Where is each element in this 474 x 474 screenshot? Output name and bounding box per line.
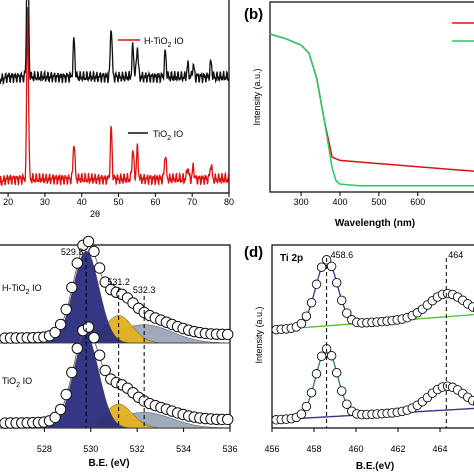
data-point-curve-0 <box>54 318 67 331</box>
panel-a-x-tick-label-50: 50 <box>114 197 124 207</box>
series-line-green <box>269 33 474 187</box>
data-point-curve-1 <box>331 367 342 378</box>
panel-b-frame <box>269 1 474 193</box>
panel-b-x-tick-label-400: 400 <box>332 197 347 207</box>
panel-c-x-axis-label: B.E. (eV) <box>88 458 129 469</box>
panel-b-x-tick-label-300: 300 <box>294 197 309 207</box>
data-point-curve-1 <box>316 351 327 362</box>
panel-b-y-axis-label: Intensity (a.u.) <box>252 68 262 125</box>
panel-d: (d) Ti 2p 456 458 460 462 464 458.6 464 Inten… <box>244 244 474 472</box>
panel-a-x-tick-label-40: 40 <box>77 197 87 207</box>
data-point-curve-1 <box>66 366 78 379</box>
data-point-curve-0 <box>306 297 317 308</box>
panel-a-x-tick-label-70: 70 <box>187 197 197 207</box>
data-point-curve-1 <box>49 411 61 424</box>
peak-label-531.2: 531.2 <box>107 277 130 287</box>
panel-c-x-tick-label-536: 536 <box>222 444 237 454</box>
data-point-curve-0 <box>82 235 95 248</box>
data-point-curve-0 <box>60 303 72 316</box>
data-point-curve-0 <box>99 276 111 288</box>
data-point-curve-0 <box>326 261 337 272</box>
panel-b-x-tick-label-500: 500 <box>371 197 386 207</box>
data-point-curve-1 <box>88 332 100 344</box>
data-point-curve-1 <box>99 364 111 377</box>
panel-d-title: Ti 2p <box>280 253 303 264</box>
peak-label-464: 464 <box>448 250 463 260</box>
data-point-curve-1 <box>222 413 234 426</box>
data-point-curve-1 <box>336 386 347 396</box>
data-point-curve-1 <box>93 349 106 361</box>
data-point-curve-0 <box>342 308 352 318</box>
data-point-curve-1 <box>468 395 474 406</box>
data-point-curve-0 <box>468 302 474 312</box>
data-point-curve-1 <box>306 387 317 398</box>
peak-label-458.6: 458.6 <box>331 250 354 260</box>
data-point-curve-1 <box>311 369 322 379</box>
data-point-curve-1 <box>82 321 95 333</box>
data-point-curve-1 <box>71 342 84 354</box>
panel-b-label: (b) <box>244 6 263 23</box>
panel-c-x-tick-label-534: 534 <box>176 444 191 454</box>
panel-d-x-tick-label-460: 460 <box>348 444 363 454</box>
panel-b: (b) 300 400 500 600 Intensity (a.u.) Wavele… <box>244 1 474 229</box>
data-point-curve-0 <box>71 257 84 269</box>
data-point-curve-0 <box>331 277 342 288</box>
panel-d-x-tick-label-458: 458 <box>306 444 321 454</box>
data-point-curve-0 <box>93 262 106 274</box>
panel-a-x-tick-label-80: 80 <box>224 197 234 207</box>
data-point-curve-0 <box>336 295 347 306</box>
data-point-curve-1 <box>54 403 67 416</box>
curve-label-h-tio2-io: H-TiO2 IO <box>2 283 42 296</box>
panel-b-x-axis-label: Wavelength (nm) <box>335 218 415 229</box>
panel-a: 20 30 40 50 60 70 80 H-TiO2 IO TiO2 IO 2θ <box>0 0 234 219</box>
panel-b-x-tick-label-600: 600 <box>410 197 425 207</box>
panel-d-x-axis-label: B.E.(eV) <box>356 461 394 472</box>
data-point-curve-0 <box>66 281 78 294</box>
panel-d-x-tick-label-464: 464 <box>432 444 447 454</box>
data-point-curve-0 <box>49 326 61 339</box>
panel-a-x-tick-label-20: 20 <box>3 197 13 207</box>
series-line-tio2-io <box>0 0 230 86</box>
panel-c-x-tick-label-532: 532 <box>130 444 145 454</box>
data-point-curve-0 <box>301 311 312 321</box>
data-point-curve-1 <box>326 350 337 361</box>
peak-label-529.8: 529.8 <box>61 247 84 257</box>
curve-label-tio2-io: TiO2 IO <box>2 376 32 389</box>
series-line-h-tio2-io <box>0 7 230 187</box>
panel-d-y-axis-label: Intensity (a.u.) <box>254 306 264 363</box>
panel-d-x-tick-label-462: 462 <box>390 444 405 454</box>
data-point-curve-0 <box>88 245 100 258</box>
panel-a-x-tick-label-60: 60 <box>150 197 160 207</box>
panel-c-x-tick-label-530: 530 <box>83 444 98 454</box>
panel-a-x-tick-label-30: 30 <box>40 197 50 207</box>
data-point-curve-1 <box>301 401 312 412</box>
panel-a-x-axis-label: 2θ <box>90 209 100 219</box>
data-point-curve-0 <box>222 328 234 341</box>
panel-d-x-tick-label-456: 456 <box>264 444 279 454</box>
panel-c-x-tick-label-528: 528 <box>37 444 52 454</box>
legend-label-h-tio2-io: H-TiO2 IO <box>144 36 184 49</box>
series-line-red <box>269 33 474 172</box>
panel-d-frame <box>271 244 474 429</box>
legend-label-tio2-io: TiO2 IO <box>153 129 183 142</box>
data-point-curve-1 <box>60 388 72 401</box>
data-point-curve-0 <box>316 262 327 272</box>
peak-label-532.3: 532.3 <box>133 285 156 295</box>
panel-d-label: (d) <box>244 244 263 261</box>
data-point-curve-0 <box>296 318 307 329</box>
data-point-curve-1 <box>296 409 307 419</box>
data-point-curve-0 <box>311 279 322 290</box>
data-point-curve-1 <box>342 399 352 409</box>
